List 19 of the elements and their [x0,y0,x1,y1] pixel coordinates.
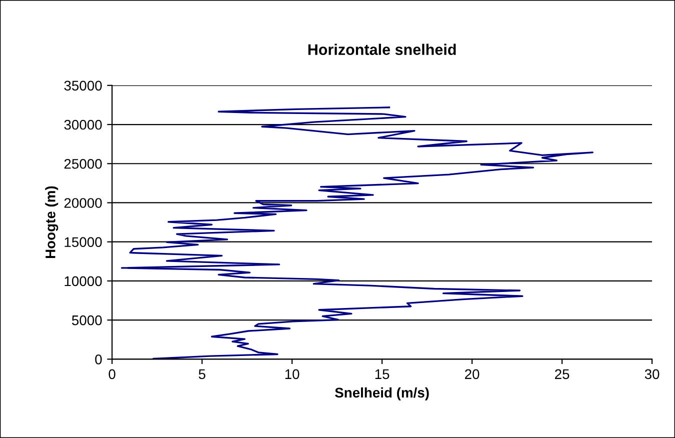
x-tick-label: 10 [285,369,300,380]
x-tick-label: 5 [198,369,206,380]
x-tick-label: 30 [644,369,660,380]
x-tick-label: 25 [555,369,570,380]
y-tick-label: 0 [95,354,102,364]
chart-title: Horizontale snelheid [308,44,456,56]
y-axis-title: Hoogte (m) [45,186,58,258]
y-tick-label: 30000 [64,120,102,130]
y-tick-label: 15000 [64,237,102,248]
x-axis-title: Snelheid (m/s) [334,387,429,400]
y-tick-label: 25000 [64,158,102,169]
y-tick-label: 10000 [64,276,102,286]
x-tick-label: 20 [465,369,480,380]
line-series [120,106,594,360]
y-tick-label: 35000 [64,80,102,91]
y-tick-label: 20000 [64,198,102,208]
x-tick-label: 15 [375,369,390,380]
x-tick-label: 0 [108,369,116,380]
y-tick-label: 5000 [72,315,102,326]
